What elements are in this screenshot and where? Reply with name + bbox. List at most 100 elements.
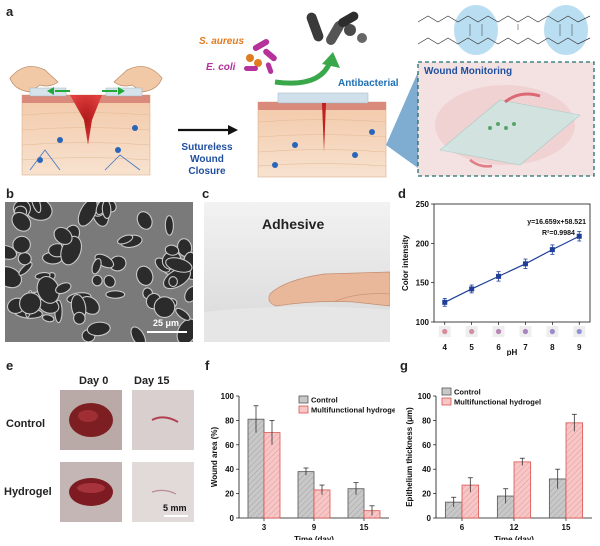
- panel-a-schematic: [9, 5, 595, 178]
- sem-pores: [5, 202, 193, 342]
- y-axis-label: Epithelium thickness (μm): [405, 407, 414, 507]
- legend-label: Control: [311, 396, 338, 405]
- sem-pore: [30, 202, 42, 214]
- sutureless-line2: Wound Closure: [188, 154, 226, 177]
- sem-pore: [94, 253, 115, 269]
- sem-pore: [12, 235, 31, 254]
- y-tick-label: 100: [416, 318, 430, 327]
- sem-pore: [41, 314, 55, 323]
- sem-pore: [130, 326, 147, 342]
- sem-micrograph: [5, 202, 193, 342]
- data-point: [576, 233, 582, 239]
- row-label-hydrogel: Hydrogel: [4, 486, 52, 498]
- dead-bacteria-icon: [306, 11, 367, 45]
- sutureless-line1: Sutureless: [181, 142, 233, 153]
- equation-label: y=16.659x+58.521: [527, 219, 586, 226]
- y-tick-label: 150: [416, 279, 430, 288]
- sem-pore: [18, 262, 33, 276]
- sem-pore: [55, 282, 72, 295]
- panel-label-b: b: [6, 186, 14, 201]
- sem-pore: [5, 244, 18, 260]
- x-tick-label: 5: [469, 343, 474, 352]
- chart-d-color-intensity: 100 150 200 250 4 5 6 7 8 9 y=16.659x+58.521 R²=0.9…: [401, 200, 591, 356]
- plot-frame: [433, 203, 591, 323]
- y-axis-label: Color intensity: [401, 234, 410, 291]
- col-label-day15: Day 15: [134, 375, 170, 387]
- adhesive-photo: [204, 202, 390, 342]
- legend-swatch: [298, 405, 309, 414]
- r2-label: R²=0.9984: [542, 230, 575, 237]
- sem-pore: [176, 318, 193, 342]
- y-tick-label: 200: [416, 239, 430, 248]
- sem-pore: [164, 244, 180, 256]
- photo-hydrogel-day0: [60, 462, 122, 522]
- y-tick-label: 0: [230, 514, 235, 523]
- bar-hatch: [297, 471, 315, 519]
- sem-pore: [103, 274, 116, 288]
- polymer-chain-diagram: [417, 5, 591, 55]
- y-axis-label: Wound area (%): [210, 427, 219, 488]
- finger-shape: [268, 271, 390, 307]
- x-tick-label: 6: [460, 523, 465, 532]
- x-axis-label: Time (day): [294, 535, 334, 540]
- sem-pore: [5, 266, 23, 289]
- x-tick-label: 7: [523, 343, 528, 352]
- sem-pore: [53, 226, 73, 246]
- photo-control-day15: [132, 390, 194, 450]
- fit-line: [444, 235, 580, 303]
- sutureless-label: Sutureless Wound Closure: [172, 142, 242, 178]
- wound-monitoring-label: Wound Monitoring: [424, 66, 513, 77]
- sem-pore: [91, 257, 102, 275]
- x-axis-label: Time (day): [494, 535, 534, 540]
- y-tick-label: 60: [225, 441, 234, 450]
- sem-pore: [136, 211, 153, 230]
- sem-pore: [11, 211, 32, 232]
- push-arrow-left: [47, 87, 70, 95]
- y-tick-label: 40: [422, 465, 431, 474]
- ph-swatch-dot: [549, 328, 555, 335]
- y-tick-label: 0: [427, 514, 432, 523]
- panel-label-d: d: [398, 186, 406, 201]
- ph-swatch-dot: [576, 328, 582, 335]
- y-tick-label: 60: [422, 441, 431, 450]
- sem-pore: [73, 311, 86, 325]
- bar-hatch: [513, 461, 532, 519]
- panel-label-a: a: [6, 4, 14, 19]
- ph-swatch-dot: [495, 328, 502, 335]
- bar-hatch: [247, 418, 265, 519]
- sem-scale-bar-label: 25 μm: [153, 318, 180, 328]
- sem-pore: [117, 234, 134, 245]
- adhesive-title: Adhesive: [262, 216, 325, 232]
- ph-swatch-dot: [442, 328, 448, 335]
- e-coli-label: E. coli: [206, 62, 236, 73]
- x-tick-label: 3: [262, 523, 267, 532]
- bar-hatch: [565, 422, 584, 519]
- chart-g-epithelium-thickness: 0 20 40 60 80 100 6 12 15 ControlMultifunctional …: [405, 387, 592, 540]
- push-arrow-right: [102, 87, 125, 95]
- x-tick-label: 9: [312, 523, 317, 532]
- panel-label-g: g: [400, 358, 408, 373]
- y-tick-label: 20: [422, 490, 431, 499]
- sem-pore: [77, 202, 98, 227]
- x-tick-label: 15: [562, 523, 571, 532]
- row-label-control: Control: [6, 418, 46, 430]
- y-tick-label: 20: [225, 490, 234, 499]
- process-arrow: [178, 125, 238, 135]
- legend-swatch: [441, 387, 452, 396]
- photo-control-day0: [60, 390, 122, 450]
- s-aureus-label: S. aureus: [199, 36, 245, 47]
- y-tick-label: 80: [225, 416, 234, 425]
- skin-closed-block: [257, 92, 387, 178]
- y-tick-label: 80: [422, 416, 431, 425]
- sem-pore: [153, 296, 176, 319]
- photo-scale-bar-label: 5 mm: [163, 503, 187, 513]
- panel-label-c: c: [202, 186, 210, 201]
- x-tick-label: 6: [496, 343, 501, 352]
- data-point: [522, 261, 528, 267]
- data-point: [496, 273, 502, 279]
- x-tick-label: 15: [360, 523, 369, 532]
- sem-pore: [136, 265, 154, 286]
- col-label-day0: Day 0: [79, 375, 109, 387]
- x-tick-label: 4: [443, 343, 448, 352]
